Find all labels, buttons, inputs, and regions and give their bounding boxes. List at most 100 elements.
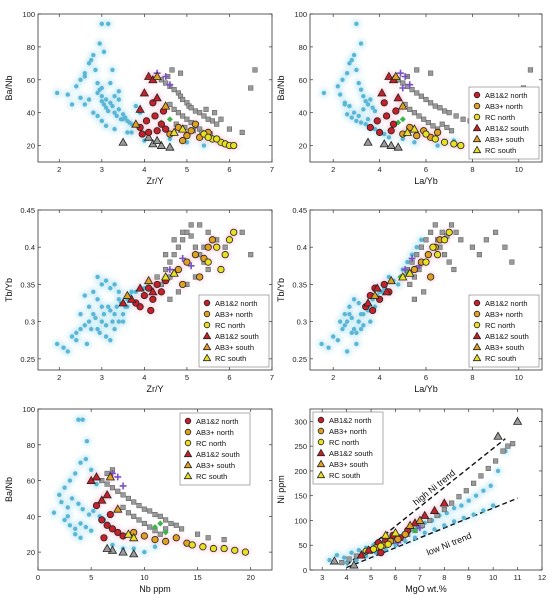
chart-panel-3: 2 3 4 5 6 7 0.25 0.3 0.35 0.4 0.45 Zr/Y Tb/Yb AB1&2 n… [4,206,274,394]
series-background-plus [166,254,195,273]
data-point [78,95,83,101]
data-point [392,107,400,115]
data-point [116,107,122,112]
data-point [91,472,102,481]
series-background-triangle [363,137,403,151]
data-point [112,326,117,332]
data-point [167,136,173,142]
data-point [493,458,499,464]
data-point [334,552,340,558]
series-background-dot [51,417,158,555]
data-point [86,97,92,102]
data-point [169,268,179,277]
legend-label: AB1&2 north [329,416,372,425]
data-point [57,492,62,498]
x-tick-label: 15 [193,573,201,582]
data-point [86,512,92,517]
x-tick-label: 10 [140,573,148,582]
data-point [145,284,153,292]
data-point [156,140,167,149]
data-point [451,519,457,524]
series-ab3-south [131,71,171,128]
data-point [366,123,374,132]
data-point [342,323,347,328]
data-point [100,534,108,542]
plot-area [319,19,533,151]
data-point [151,535,159,544]
data-point [160,272,171,281]
x-tick-label: 5 [89,573,93,582]
plot-area [49,415,250,558]
legend-marker [472,353,482,362]
legend-label: RC north [329,438,359,447]
data-point [145,128,153,136]
data-point [361,311,366,317]
data-point [445,228,453,236]
data-point [123,529,134,538]
data-point [82,102,88,107]
data-point [108,80,113,86]
data-point [500,448,506,454]
data-point [74,84,79,89]
data-point [103,123,109,129]
y-axis-ticks: 20 40 60 80 100 [294,10,542,151]
data-point [342,102,347,107]
data-point [213,135,221,143]
data-point [363,137,373,146]
data-point [418,93,424,99]
data-point [458,237,464,243]
y-tick-label: 0.3 [297,318,307,327]
data-point [356,300,361,306]
y-tick-label: 300 [294,417,307,426]
data-point [326,345,331,350]
data-point [425,119,431,126]
data-point [184,229,190,235]
data-point [54,90,60,96]
legend-label: RC south [196,472,227,481]
data-point [414,67,420,73]
trend-line-2 [346,497,518,569]
data-point [147,508,153,514]
data-point [187,262,195,270]
y-tick-label: 20 [27,142,35,151]
legend-label: RC south [485,146,516,155]
x-axis-label: Zr/Y [147,176,164,186]
data-point [95,80,100,86]
data-point [363,121,368,127]
data-point [99,478,105,484]
data-point [363,298,373,307]
data-point [142,117,151,125]
chart-panel-4: 2 4 6 8 10 0.25 0.3 0.35 0.4 0.45 La/Yb Tb/Yb AB1&2 … [276,206,543,394]
x-axis-label: La/Yb [414,176,438,186]
data-point [248,85,254,91]
data-point [421,116,427,122]
data-point [372,108,378,114]
data-point [108,100,113,106]
data-point [471,480,477,486]
data-point [341,555,347,560]
data-point [120,117,126,122]
data-point [183,258,191,266]
plot-area [52,222,254,356]
data-point [354,67,359,73]
x-tick-label: 3 [320,573,324,582]
data-point [365,117,371,122]
y-tick-label: 200 [294,467,307,476]
x-axis-ticks: 2 4 6 8 10 [331,14,523,174]
data-point [217,265,225,274]
data-point [143,71,154,80]
data-point [103,521,111,529]
series-rc-south [402,124,420,136]
data-point [92,501,101,510]
data-point [98,516,106,524]
data-point [120,112,126,117]
data-point [418,244,424,250]
data-point [174,265,182,274]
data-point [401,530,409,538]
series-rc-north [422,130,465,150]
x-tick-label: 4 [142,373,146,382]
data-point [168,520,174,527]
data-point [321,90,327,96]
data-point [114,473,122,481]
